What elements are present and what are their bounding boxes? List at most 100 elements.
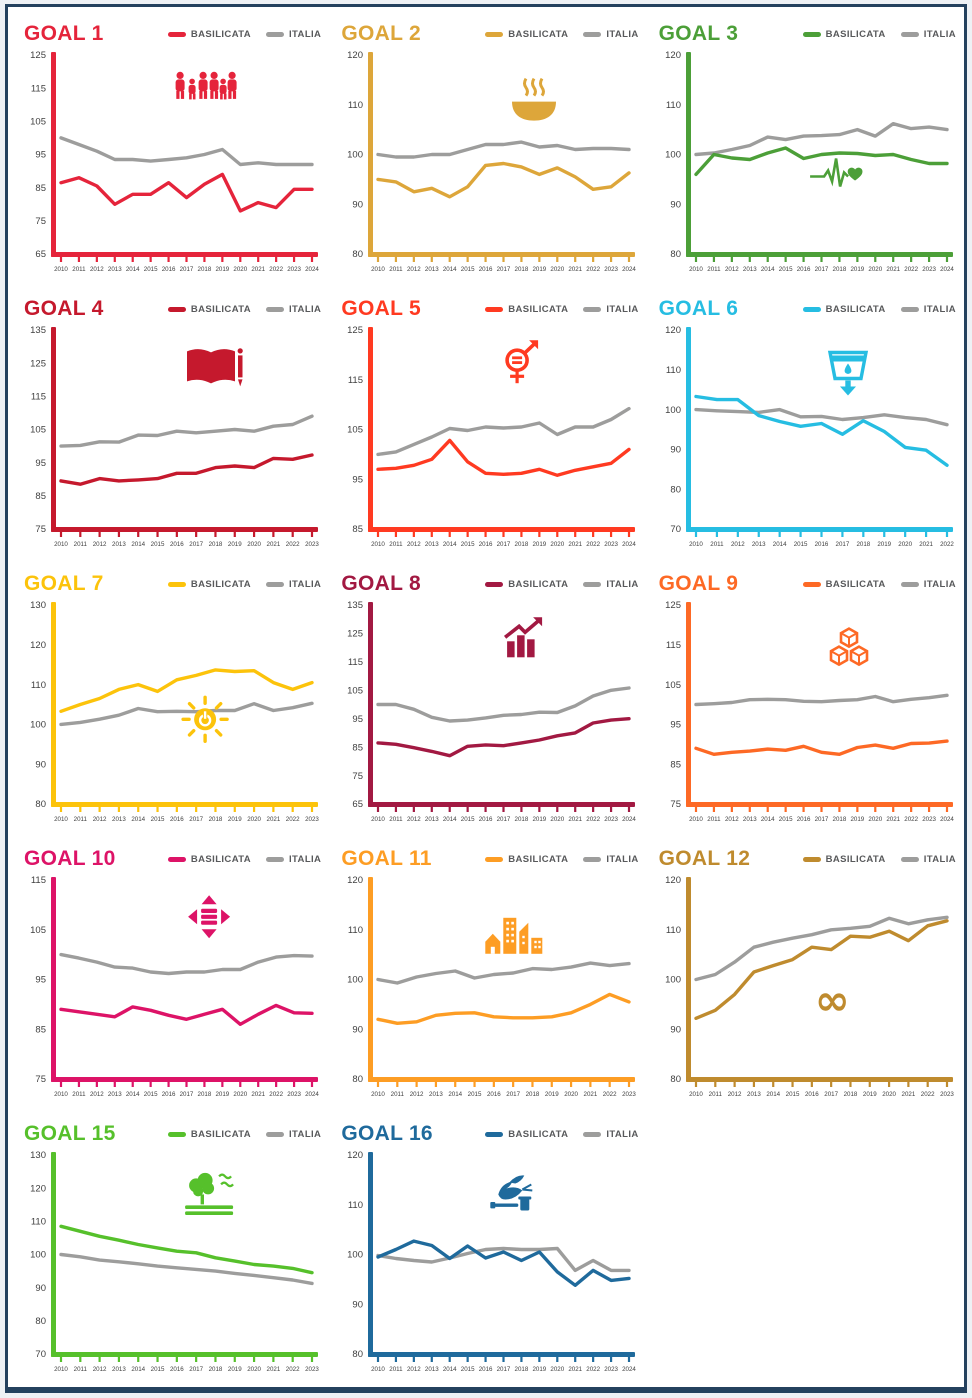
axis [685,602,953,812]
x-tick-label: 2014 [131,816,145,823]
goal-5-chart: GOAL 5 BASILICATA ITALIA 85 95 105 115 125 20… [333,290,642,562]
x-tick-label: 2021 [267,1366,281,1373]
goal-6-chart: GOAL 6 BASILICATA ITALIA 70 80 90 100 110 120… [651,290,960,562]
italia-legend-label: ITALIA [289,578,322,590]
goal-title: GOAL 1 [24,22,104,45]
gender-icon [505,340,539,384]
italia-legend-label: ITALIA [923,578,956,590]
y-tick-label: 110 [348,1200,363,1211]
city-icon [485,917,543,954]
x-tick-label: 2022 [286,1366,300,1373]
x-tick-label: 2016 [796,266,810,273]
basilicata-legend-label: BASILICATA [190,578,252,590]
x-tick-label: 2021 [569,816,583,823]
tree-icon [185,1172,234,1215]
chart-legend: BASILICATA ITALIA [485,854,638,865]
chart-header: GOAL 2 BASILICATA ITALIA [333,15,642,49]
legend-item-basilicata: BASILICATA [802,29,886,40]
plot-area: 75 85 95 105 115 2010 2011 2012 2013 2014 2015 2016… [16,874,325,1112]
italia-legend-label: ITALIA [606,578,639,590]
legend-item-italia: ITALIA [266,854,321,865]
plot-area: 70 80 90 100 110 120 2010 2011 2012 2013 2014 2015 2… [651,324,960,562]
x-tick-label: 2018 [843,1091,857,1098]
x-tick-label: 2024 [940,266,954,273]
goal-title: GOAL 3 [658,22,739,45]
infinity-icon: ∞ [814,976,849,1025]
y-tick-label: 115 [31,875,46,886]
y-tick-label: 100 [30,720,46,731]
chart-header: GOAL 3 BASILICATA ITALIA [651,15,960,49]
chart-header: GOAL 12 BASILICATA ITALIA [651,840,960,874]
legend-item-basilicata: BASILICATA [167,578,252,590]
x-tick-label: 2022 [904,816,918,823]
x-tick-label: 2019 [850,266,864,273]
x-tick-label: 2015 [461,266,475,273]
y-tick-label: 100 [347,1250,363,1261]
x-tick-label: 2017 [189,541,203,548]
axis [51,327,318,537]
legend-item-italia: ITALIA [900,29,956,40]
legend-item-italia: ITALIA [266,29,321,40]
plot-area: 70 80 90 100 110 120 130 2010 2011 2012 2013 2014 20… [16,1149,325,1387]
x-tick-label: 2022 [269,1091,283,1098]
dove-icon [490,1175,533,1211]
x-tick-label: 2015 [461,541,475,548]
x-tick-label: 2020 [233,1091,247,1098]
x-tick-label: 2019 [533,266,547,273]
x-tick-label: 2013 [747,1091,761,1098]
chart-header: GOAL 15 BASILICATA ITALIA [16,1115,325,1149]
x-tick-label: 2018 [526,1091,540,1098]
y-tick-label: 65 [353,799,364,810]
axis [368,877,636,1087]
y-tick-label: 120 [665,50,681,61]
goal-15-canvas: 70 80 90 100 110 120 130 2010 2011 2012 2013 2014 20… [30,1150,319,1373]
y-tick-label: 105 [30,925,46,936]
basilicata-swatch [485,581,504,587]
y-tick-label: 135 [30,325,46,336]
y-tick-label: 70 [35,1349,46,1360]
legend-item-basilicata: BASILICATA [167,29,251,40]
italia-legend-label: ITALIA [289,853,322,865]
basilicata-line [59,453,314,486]
legend-item-basilicata: BASILICATA [802,579,886,590]
x-tick-label: 2012 [90,1091,104,1098]
italia-swatch [266,31,285,37]
x-tick-label: 2015 [778,816,792,823]
y-tick-label: 85 [35,1024,46,1035]
y-tick-label: 105 [347,425,363,436]
x-tick-label: 2022 [940,541,954,548]
basilicata-line [693,919,949,1021]
chart-header: GOAL 4 BASILICATA ITALIA [16,290,325,324]
chart-legend: BASILICATA ITALIA [485,304,638,315]
y-tick-label: 90 [670,199,681,210]
x-tick-label: 2023 [305,1366,319,1373]
y-tick-label: 75 [35,216,46,227]
y-tick-label: 85 [35,491,46,502]
chart-legend: BASILICATA ITALIA [485,1129,638,1140]
y-tick-label: 110 [348,100,363,111]
x-tick-label: 2016 [170,541,184,548]
legend-item-basilicata: BASILICATA [802,304,886,315]
basilicata-swatch [802,31,821,37]
x-tick-label: 2013 [743,816,757,823]
italia-line [693,915,949,982]
x-tick-label: 2018 [832,266,846,273]
italia-line [59,952,314,976]
basilicata-legend-label: BASILICATA [508,853,569,865]
x-tick-label: 2011 [390,1366,404,1373]
x-tick-label: 2022 [603,1091,617,1098]
italia-line [376,140,632,159]
x-tick-label: 2022 [269,266,283,273]
y-tick-label: 90 [353,1299,364,1310]
plot-area: 75 85 95 105 115 125 2010 2011 2012 2013 2014 2015 2… [651,599,960,837]
italia-line [376,406,632,457]
x-tick-label: 2017 [189,816,203,823]
axis [51,1152,318,1362]
legend-item-basilicata: BASILICATA [485,1129,568,1140]
chart-legend: BASILICATA ITALIA [167,1129,321,1140]
goal-8-chart: GOAL 8 BASILICATA ITALIA 65 75 85 95 105 115 1… [333,565,642,837]
y-tick-label: 100 [665,150,681,161]
italia-line [693,693,949,707]
goal-title: GOAL 6 [658,297,739,320]
x-tick-label: 2011 [74,1366,88,1373]
